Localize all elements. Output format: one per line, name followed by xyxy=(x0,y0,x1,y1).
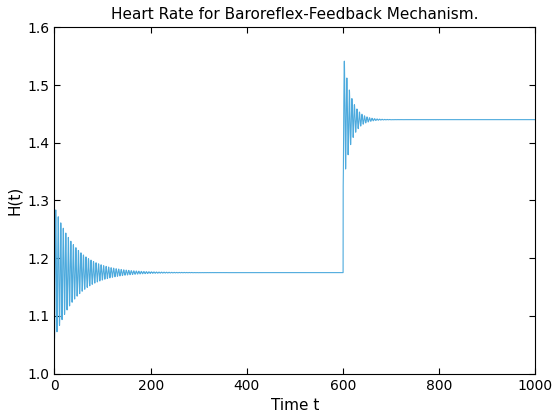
Title: Heart Rate for Baroreflex-Feedback Mechanism.: Heart Rate for Baroreflex-Feedback Mecha… xyxy=(111,7,479,22)
X-axis label: Time t: Time t xyxy=(271,398,319,413)
Y-axis label: H(t): H(t) xyxy=(7,186,22,215)
